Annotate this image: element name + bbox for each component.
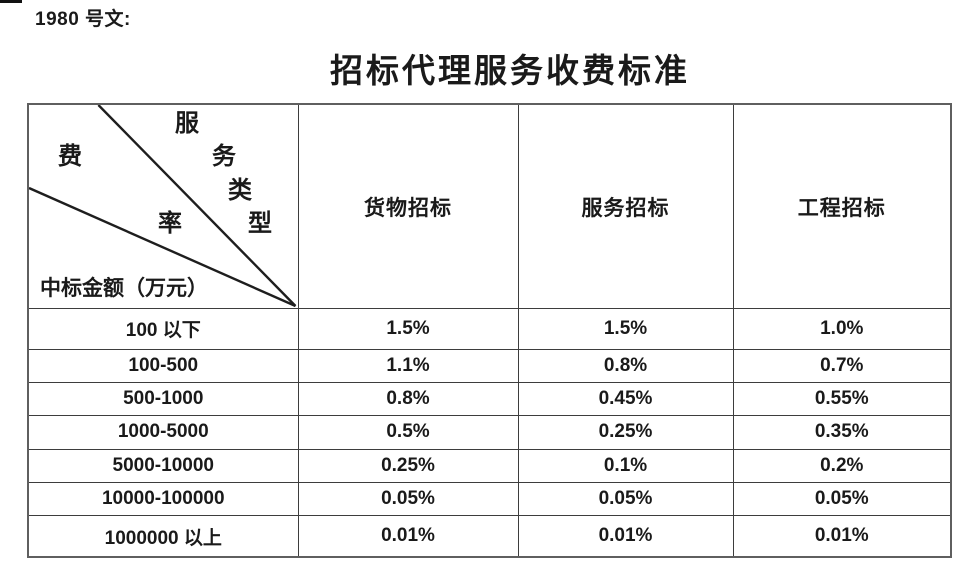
screen-edge-artifact bbox=[0, 0, 22, 3]
rate-cell: 0.01% bbox=[517, 515, 734, 558]
document-ref-label: 1980 号文: bbox=[35, 9, 131, 30]
rate-cell: 0.25% bbox=[297, 448, 519, 483]
corner-label-rate-char: 率 bbox=[158, 208, 182, 237]
amount-range-cell: 100-500 bbox=[27, 348, 299, 383]
table-row: 10000-100000 0.05% 0.05% 0.05% bbox=[27, 481, 952, 517]
rate-cell: 1.5% bbox=[517, 308, 734, 350]
rate-cell: 0.7% bbox=[732, 348, 952, 383]
corner-label-bid-amount: 中标金额（万元） bbox=[40, 275, 208, 300]
rate-cell: 0.1% bbox=[517, 448, 734, 483]
diagonal-corner-cell: 服 务 类 型 费 率 中标金额（万元） bbox=[27, 103, 299, 309]
table-row: 5000-10000 0.25% 0.1% 0.2% bbox=[27, 448, 952, 483]
amount-range-cell: 10000-100000 bbox=[27, 481, 299, 517]
table-row: 100-500 1.1% 0.8% 0.7% bbox=[27, 348, 952, 383]
amount-range-cell: 100 以下 bbox=[27, 308, 299, 350]
amount-range-cell: 1000000 以上 bbox=[27, 515, 299, 558]
rate-cell: 0.05% bbox=[732, 481, 952, 517]
corner-label-rate-char: 费 bbox=[58, 141, 82, 170]
amount-range-cell: 500-1000 bbox=[27, 381, 299, 417]
rate-cell: 0.8% bbox=[517, 348, 734, 383]
table-row: 1000000 以上 0.01% 0.01% 0.01% bbox=[27, 515, 952, 558]
rate-cell: 0.55% bbox=[732, 381, 952, 417]
rate-cell: 0.05% bbox=[517, 481, 734, 517]
corner-label-service-type-char: 务 bbox=[212, 141, 236, 170]
rate-cell: 0.01% bbox=[297, 515, 519, 558]
rate-cell: 0.25% bbox=[517, 415, 734, 450]
table-header-row: 服 务 类 型 费 率 中标金额（万元） 货物招标 服务招标 工程招标 bbox=[27, 103, 952, 309]
corner-label-service-type-char: 类 bbox=[228, 175, 252, 204]
rate-cell: 0.8% bbox=[297, 381, 519, 417]
fee-standard-table: 服 务 类 型 费 率 中标金额（万元） 货物招标 服务招标 工程招标 100 … bbox=[27, 103, 952, 558]
rate-cell: 0.45% bbox=[517, 381, 734, 417]
corner-label-service-type-char: 服 bbox=[175, 108, 199, 137]
column-header-works: 工程招标 bbox=[732, 103, 952, 309]
corner-label-service-type-char: 型 bbox=[248, 208, 272, 237]
table-row: 100 以下 1.5% 1.5% 1.0% bbox=[27, 308, 952, 350]
page-title: 招标代理服务收费标准 bbox=[330, 51, 690, 90]
column-header-services: 服务招标 bbox=[517, 103, 734, 309]
rate-cell: 0.35% bbox=[732, 415, 952, 450]
amount-range-cell: 1000-5000 bbox=[27, 415, 299, 450]
amount-range-cell: 5000-10000 bbox=[27, 448, 299, 483]
rate-cell: 0.05% bbox=[297, 481, 519, 517]
rate-cell: 0.2% bbox=[732, 448, 952, 483]
rate-cell: 0.01% bbox=[732, 515, 952, 558]
rate-cell: 0.5% bbox=[297, 415, 519, 450]
diagonal-divider-lines bbox=[29, 105, 297, 308]
table-row: 1000-5000 0.5% 0.25% 0.35% bbox=[27, 415, 952, 450]
rate-cell: 1.5% bbox=[297, 308, 519, 350]
column-header-goods: 货物招标 bbox=[297, 103, 519, 309]
rate-cell: 1.0% bbox=[732, 308, 952, 350]
rate-cell: 1.1% bbox=[297, 348, 519, 383]
table-row: 500-1000 0.8% 0.45% 0.55% bbox=[27, 381, 952, 417]
